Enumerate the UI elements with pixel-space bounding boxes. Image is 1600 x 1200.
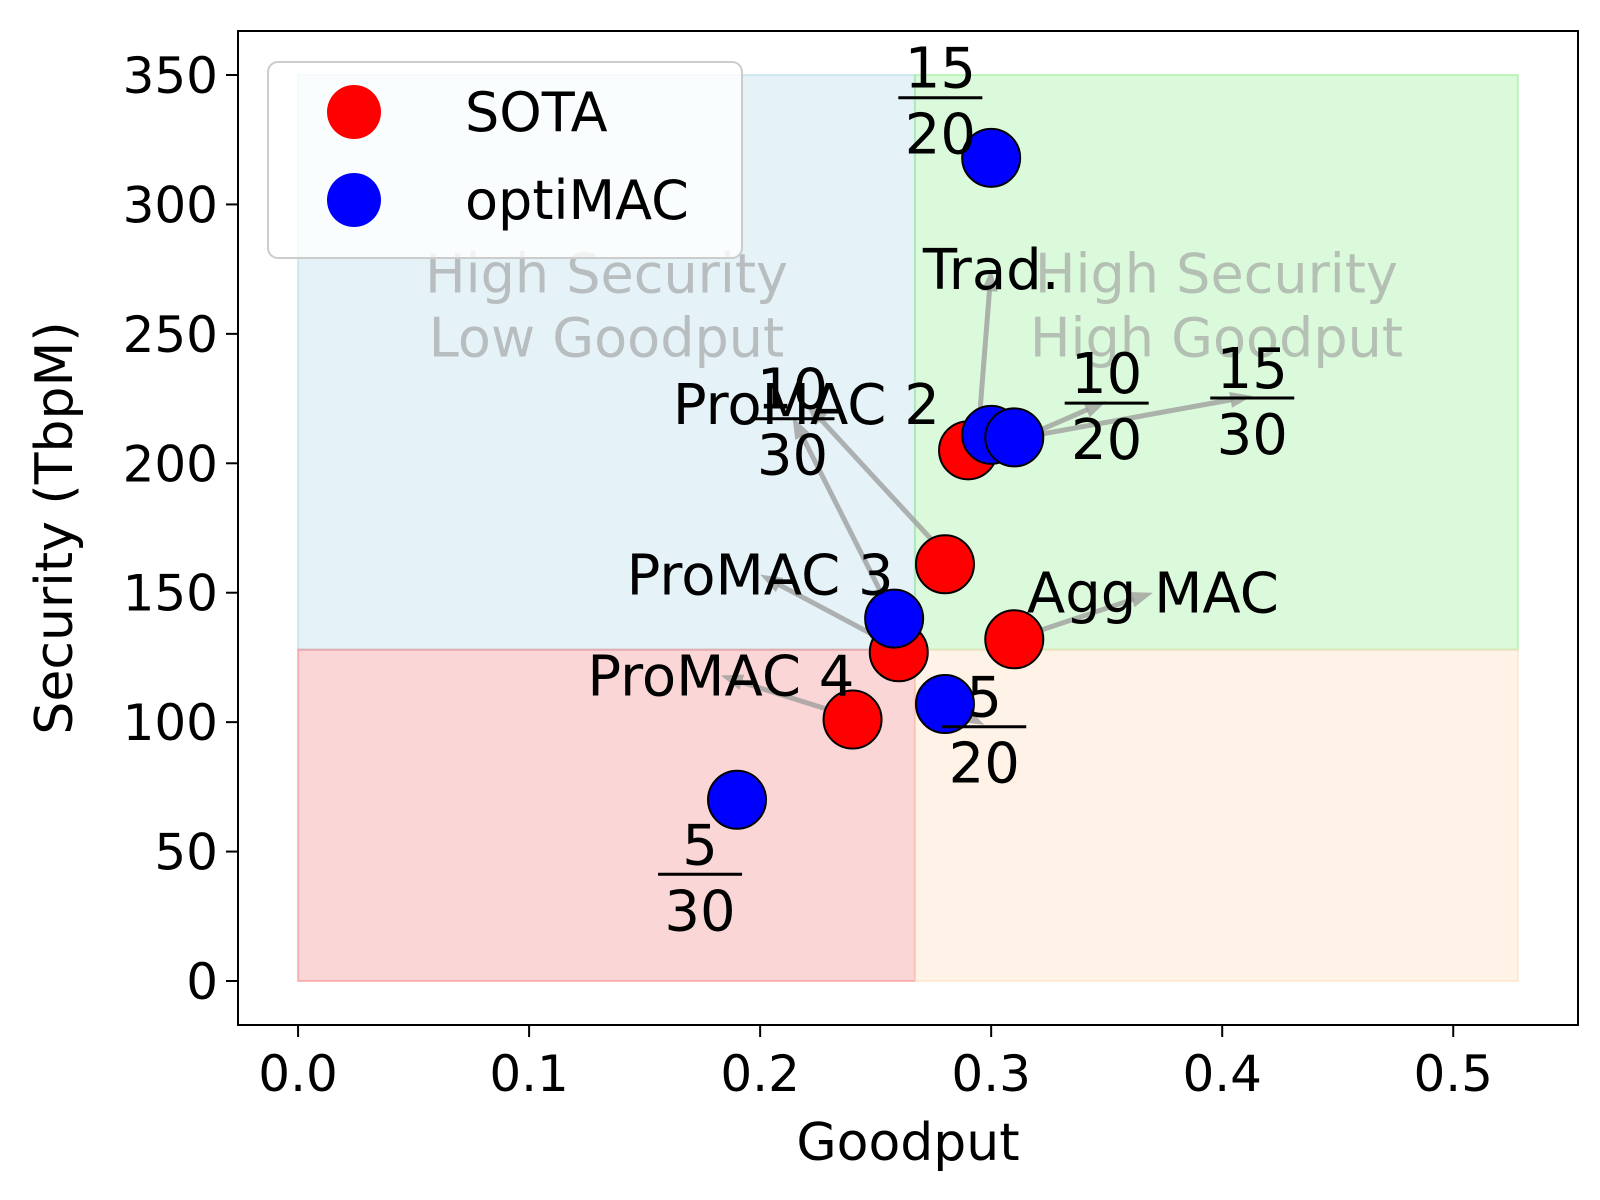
legend: SOTA optiMAC [267,61,743,259]
x-tick-label: 0.5 [1413,1045,1493,1103]
legend-label-sota: SOTA [465,81,608,144]
fraction-annotation: 530 [658,813,743,944]
x-tick-label: 0.1 [489,1045,569,1103]
optimac-point [864,588,925,649]
x-tick-label: 0.4 [1182,1045,1262,1103]
sota-point [984,609,1045,670]
y-tick-label: 100 [123,694,218,752]
fraction-numerator: 15 [1217,337,1288,402]
x-tick-label: 0.2 [720,1045,800,1103]
fraction-numerator: 10 [757,358,828,423]
annotation-arrow [799,433,897,622]
point-annotation-label: Agg MAC [1027,562,1279,627]
point-annotation-label: ProMAC 4 [587,645,854,710]
point-annotation-label: Trad. [922,238,1060,303]
x-tick-label: 0.0 [258,1045,338,1103]
annotation-arrow [818,417,955,565]
fraction-denominator: 30 [757,424,828,489]
point-annotation-label: ProMAC 3 [627,544,894,609]
fraction-denominator: 30 [1217,403,1288,468]
annotation-arrowhead [720,674,745,690]
x-tick-label: 0.3 [951,1045,1031,1103]
y-tick-label: 50 [154,824,218,882]
y-tick-label: 0 [186,953,218,1011]
fraction-numerator: 15 [905,37,976,102]
region-label: Low Goodput [429,306,784,369]
y-tick-label: 300 [123,176,218,234]
fraction-numerator: 5 [682,813,718,878]
fraction-numerator: 5 [966,666,1002,731]
optimac-point [961,127,1022,188]
sota-point [822,689,883,750]
legend-box [267,61,743,259]
data-point-layer [707,127,1045,830]
legend-marker-sota [327,85,381,139]
region-label: High Security [1035,242,1398,305]
fraction-denominator: 20 [1071,408,1142,473]
y-tick-label: 350 [123,47,218,105]
annotation-arrowhead [760,574,784,592]
point-annotation-label: ProMAC 2 [673,373,940,438]
annotation-arrowhead [806,403,828,426]
fraction-denominator: 20 [949,732,1020,797]
legend-marker-optimac [327,173,381,227]
optimac-point [984,407,1045,468]
plot-frame [237,30,1579,1026]
annotation-arrowhead [1129,592,1153,608]
y-tick-label: 150 [123,565,218,623]
x-axis-title: Goodput [796,1113,1019,1173]
annotation-arrow [1034,397,1234,438]
y-axis-title: Security (TbpM) [25,321,85,734]
annotation-arrowhead [1083,401,1107,418]
fraction-denominator: 20 [905,103,976,168]
annotation-arrowhead [792,416,810,440]
annotation-arrowhead [981,269,998,292]
region-3 [913,648,1519,982]
annotation-arrowhead [1229,392,1253,408]
fraction-numerator: 10 [1071,342,1142,407]
region-label: High Goodput [1030,306,1403,369]
optimac-point [914,674,975,735]
sota-point [914,534,975,595]
fraction-denominator: 30 [664,879,735,944]
y-tick-label: 250 [123,306,218,364]
optimac-point [707,769,768,830]
y-tick-label: 200 [123,435,218,493]
axes-layer: 0.0 0.1 0.2 0.3 0.4 0.5 0 50 100 150 200 250 300 350 [123,30,1579,1103]
fraction-annotation: 520 [942,666,1027,797]
legend-label-optimac: optiMAC [465,169,689,232]
